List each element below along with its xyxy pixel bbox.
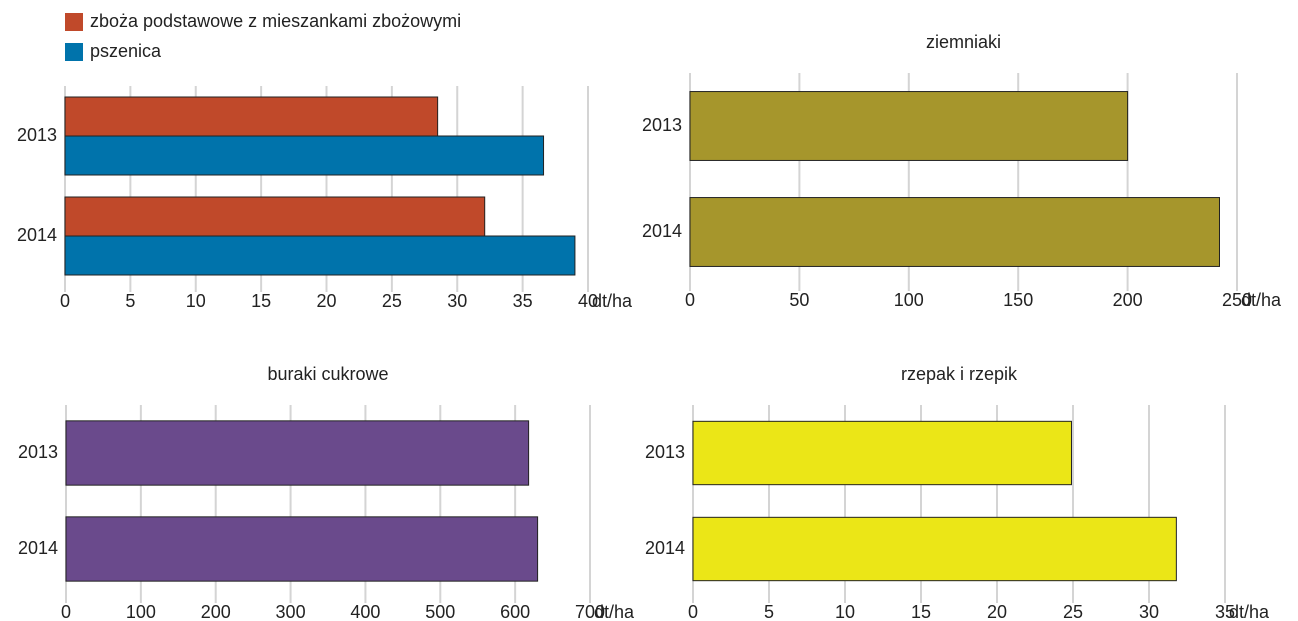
chart-title: buraki cukrowe	[267, 364, 388, 384]
x-axis-label: dt/ha	[592, 291, 633, 311]
x-tick-label: 20	[987, 602, 1007, 621]
x-axis-label: dt/ha	[1241, 290, 1282, 310]
x-tick-label: 10	[835, 602, 855, 621]
x-tick-label: 0	[688, 602, 698, 621]
x-tick-label: 500	[425, 602, 455, 621]
x-axis-label: dt/ha	[1229, 602, 1270, 621]
x-tick-label: 300	[276, 602, 306, 621]
x-tick-label: 30	[447, 291, 467, 311]
chart-title: ziemniaki	[926, 32, 1001, 52]
x-tick-label: 15	[251, 291, 271, 311]
bar	[64, 196, 486, 237]
chart-title: rzepak i rzepik	[901, 364, 1018, 384]
bar	[689, 91, 1129, 161]
y-tick-label: 2014	[18, 538, 58, 558]
x-tick-label: 0	[685, 290, 695, 310]
x-tick-label: 35	[1215, 602, 1235, 621]
x-tick-label: 150	[1003, 290, 1033, 310]
y-tick-label: 2014	[17, 225, 57, 245]
bar	[692, 420, 1072, 486]
bar	[65, 516, 539, 582]
y-tick-label: 2013	[18, 442, 58, 462]
x-tick-label: 35	[513, 291, 533, 311]
x-tick-label: 0	[60, 291, 70, 311]
x-tick-label: 100	[894, 290, 924, 310]
x-axis-label: dt/ha	[594, 602, 635, 621]
x-tick-label: 15	[911, 602, 931, 621]
x-tick-label: 700	[575, 602, 605, 621]
legend-swatch	[65, 43, 83, 61]
bar	[65, 420, 530, 486]
x-tick-label: 600	[500, 602, 530, 621]
x-tick-label: 10	[186, 291, 206, 311]
bar	[64, 235, 576, 276]
x-tick-label: 200	[1113, 290, 1143, 310]
x-tick-label: 100	[126, 602, 156, 621]
x-tick-label: 25	[1063, 602, 1083, 621]
x-tick-label: 30	[1139, 602, 1159, 621]
x-tick-label: 400	[350, 602, 380, 621]
legend-label: zboża podstawowe z mieszankami zbożowymi	[90, 11, 461, 31]
legend-swatch	[65, 13, 83, 31]
bar	[689, 197, 1220, 267]
bar	[692, 516, 1177, 582]
legend-label: pszenica	[90, 41, 162, 61]
y-tick-label: 2014	[645, 538, 685, 558]
x-tick-label: 200	[201, 602, 231, 621]
x-tick-label: 5	[125, 291, 135, 311]
y-tick-label: 2013	[645, 442, 685, 462]
x-tick-label: 50	[789, 290, 809, 310]
x-tick-label: 20	[316, 291, 336, 311]
x-tick-label: 40	[578, 291, 598, 311]
x-tick-label: 25	[382, 291, 402, 311]
y-tick-label: 2013	[642, 115, 682, 135]
x-tick-label: 0	[61, 602, 71, 621]
x-tick-label: 5	[764, 602, 774, 621]
bar	[64, 96, 439, 137]
bar	[64, 135, 545, 176]
x-tick-label: 250	[1222, 290, 1252, 310]
y-tick-label: 2014	[642, 221, 682, 241]
y-tick-label: 2013	[17, 125, 57, 145]
